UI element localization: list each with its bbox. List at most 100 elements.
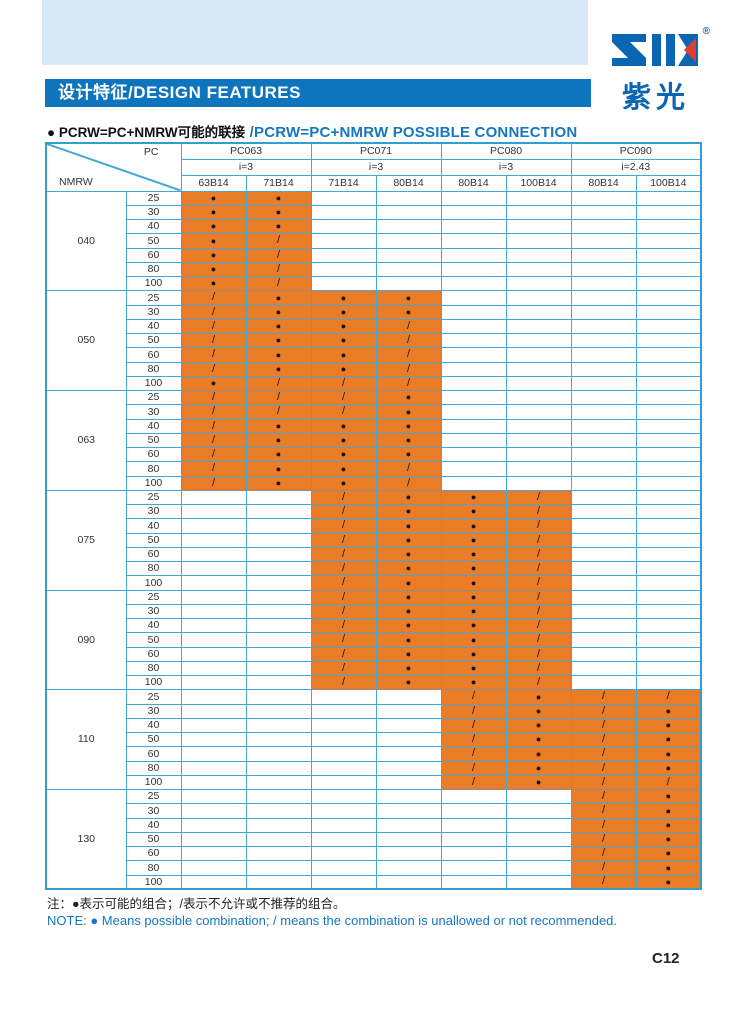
combo-cell: ● — [375, 603, 442, 620]
dot-symbol: ● — [340, 463, 347, 474]
slash-symbol: / — [537, 562, 541, 575]
slash-symbol: / — [341, 619, 346, 632]
slash-symbol: / — [341, 405, 346, 418]
combo-cell: / — [440, 746, 507, 762]
combo-cell: / — [180, 332, 247, 349]
combo-cell — [180, 731, 247, 748]
dot-symbol: ● — [340, 477, 347, 488]
slash-symbol: / — [211, 462, 216, 475]
combo-cell — [375, 774, 442, 791]
combo-cell: / — [310, 646, 377, 662]
ratio-header: i=2.43 — [570, 158, 702, 176]
combo-cell — [635, 375, 702, 392]
combo-cell — [180, 589, 247, 605]
combo-cell — [635, 261, 702, 278]
slash-symbol: / — [602, 761, 606, 774]
combo-cell: / — [245, 247, 312, 263]
combo-cell — [635, 275, 702, 292]
combo-cell: ● — [375, 290, 442, 306]
size-label: 80 — [125, 261, 182, 278]
corner-pc-label: PC — [143, 146, 159, 158]
combo-cell — [375, 261, 442, 278]
combo-cell — [245, 546, 312, 563]
combo-cell: ● — [440, 589, 507, 605]
combo-cell — [180, 831, 247, 848]
dot-symbol: ● — [405, 306, 412, 317]
top-banner — [42, 0, 588, 65]
section-title-zh: ● PCRW=PC+NMRW可能的联接 — [47, 125, 246, 140]
combo-cell: / — [570, 803, 637, 819]
slash-symbol: / — [276, 277, 281, 290]
combo-cell — [635, 646, 702, 662]
combo-cell: ● — [440, 660, 507, 677]
combo-cell — [505, 190, 572, 206]
combo-cell: ● — [505, 731, 572, 748]
dot-symbol: ● — [340, 449, 347, 460]
dot-symbol: ● — [210, 278, 217, 289]
combo-cell — [310, 817, 377, 833]
size-label: 80 — [125, 560, 182, 577]
size-label: 60 — [125, 646, 182, 662]
slash-symbol: / — [211, 476, 216, 489]
slash-symbol: / — [537, 661, 541, 674]
dot-symbol: ● — [665, 734, 672, 745]
dot-symbol: ● — [405, 292, 412, 303]
dot-symbol: ● — [340, 363, 347, 374]
slash-symbol: / — [341, 547, 346, 560]
slash-symbol: / — [472, 704, 476, 717]
size-label: 60 — [125, 546, 182, 563]
pc-group-header: PC063 — [180, 142, 312, 160]
dot-symbol: ● — [470, 634, 477, 645]
slash-symbol: / — [341, 661, 346, 674]
slash-symbol: / — [276, 262, 281, 275]
dot-symbol: ● — [665, 720, 672, 731]
combo-cell — [180, 617, 247, 634]
combo-cell: / — [180, 347, 247, 363]
combo-cell: / — [310, 603, 377, 620]
size-label: 40 — [125, 617, 182, 634]
section-heading: ● PCRW=PC+NMRW可能的联接 /PCRW=PC+NMRW POSSIB… — [47, 121, 577, 142]
combo-cell — [310, 204, 377, 221]
slash-symbol: / — [472, 761, 476, 774]
combo-cell: ● — [635, 860, 702, 876]
combo-cell: ● — [375, 404, 442, 420]
combo-cell: / — [440, 731, 507, 748]
combo-cell — [505, 831, 572, 848]
combo-cell — [180, 817, 247, 833]
dot-symbol: ● — [210, 192, 217, 203]
size-label: 30 — [125, 703, 182, 719]
combo-cell — [570, 190, 637, 206]
slash-symbol: / — [406, 348, 411, 361]
combo-cell — [310, 788, 377, 805]
combo-cell — [375, 831, 442, 848]
combo-cell: ● — [245, 361, 312, 377]
combo-cell — [570, 261, 637, 278]
combo-cell: ● — [375, 532, 442, 548]
combo-cell: ● — [505, 703, 572, 719]
combo-cell: / — [310, 560, 377, 577]
combo-cell — [310, 874, 377, 890]
combo-cell: ● — [440, 518, 507, 534]
combo-cell — [635, 347, 702, 363]
combo-cell — [635, 475, 702, 491]
combo-cell — [245, 674, 312, 691]
combo-cell: / — [570, 703, 637, 719]
size-label: 30 — [125, 603, 182, 620]
combo-cell — [570, 432, 637, 449]
slash-symbol: / — [537, 547, 541, 560]
size-label: 50 — [125, 233, 182, 249]
slash-symbol: / — [341, 576, 346, 589]
combo-cell: ● — [310, 361, 377, 377]
combo-cell — [505, 845, 572, 862]
dot-symbol: ● — [535, 734, 542, 745]
combo-cell — [440, 803, 507, 819]
combo-cell: / — [310, 375, 377, 392]
diagonal-line — [47, 144, 181, 191]
size-label: 25 — [125, 389, 182, 406]
combo-cell: / — [570, 746, 637, 762]
combo-cell — [245, 617, 312, 634]
dot-symbol: ● — [535, 777, 542, 788]
registered-mark: ® — [702, 26, 710, 37]
combo-cell — [570, 290, 637, 306]
